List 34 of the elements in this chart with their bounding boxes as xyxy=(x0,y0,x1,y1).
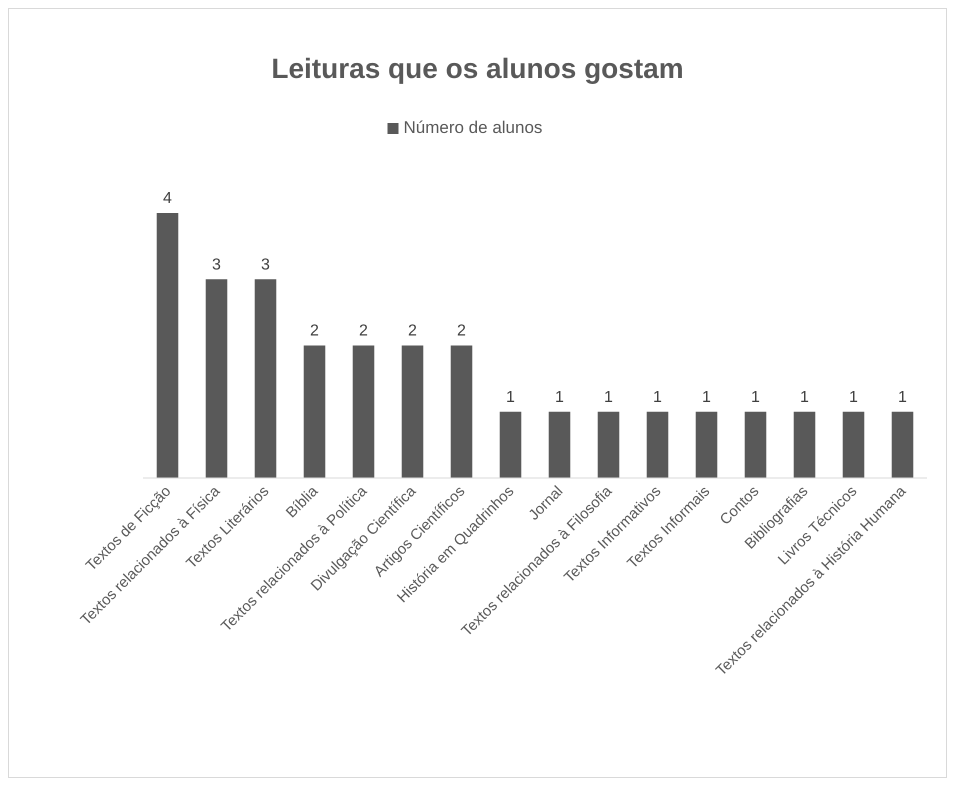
data-label: 2 xyxy=(310,322,320,340)
legend-label: Número de alunos xyxy=(404,118,542,137)
data-label: 1 xyxy=(604,388,614,406)
data-label: 3 xyxy=(212,256,222,274)
bar xyxy=(402,346,424,478)
data-label: 2 xyxy=(457,322,466,340)
bar xyxy=(352,346,374,478)
bar xyxy=(744,412,766,478)
data-label: 1 xyxy=(653,388,662,406)
bar xyxy=(156,213,178,478)
bar xyxy=(304,346,326,478)
data-label: 1 xyxy=(702,388,712,406)
data-label: 2 xyxy=(359,322,368,340)
data-label: 1 xyxy=(849,388,858,406)
data-label: 1 xyxy=(898,388,908,406)
bar xyxy=(842,412,864,478)
bar xyxy=(548,412,570,478)
data-label: 1 xyxy=(555,388,564,406)
data-label: 1 xyxy=(751,388,760,406)
bar xyxy=(254,279,276,478)
data-label: 3 xyxy=(261,256,270,274)
data-label: 1 xyxy=(506,388,516,406)
bar xyxy=(696,412,718,478)
bar xyxy=(598,412,620,478)
bar xyxy=(892,412,914,478)
data-label: 1 xyxy=(800,388,810,406)
bar xyxy=(794,412,816,478)
bar xyxy=(450,346,472,478)
data-label: 4 xyxy=(163,190,172,207)
bar xyxy=(646,412,668,478)
bar xyxy=(500,412,522,478)
bar xyxy=(206,279,228,478)
chart-title: Leituras que os alunos gostam xyxy=(271,53,684,84)
data-label: 2 xyxy=(408,322,418,340)
